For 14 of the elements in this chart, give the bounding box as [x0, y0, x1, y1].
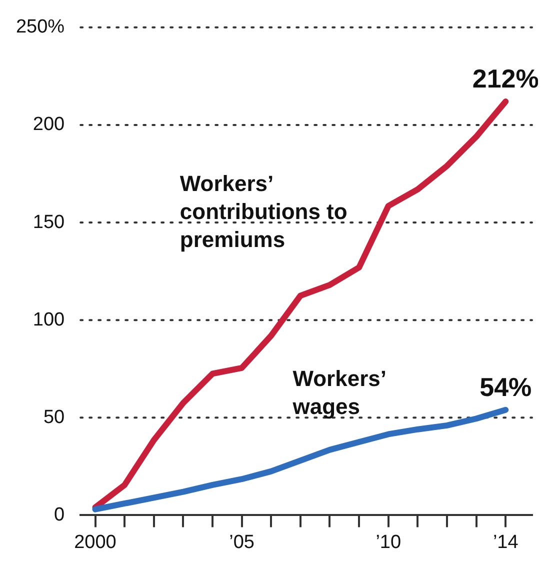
x-tick-label: ’05 [229, 532, 254, 553]
y-tick-label: 250% [16, 16, 65, 38]
x-tick-label: ’14 [492, 532, 519, 553]
y-tick-label: 200 [32, 114, 65, 136]
y-tick-label: 0 [54, 504, 65, 526]
annotation: 212% [472, 64, 539, 94]
x-tick-label: ’10 [376, 532, 402, 553]
y-tick-label: 100 [32, 309, 65, 330]
y-tick-label: 50 [43, 406, 65, 428]
annotation: 54% [480, 372, 532, 402]
series-label: Workers’ contributions to premiums [180, 170, 348, 252]
y-tick-label: 150 [32, 212, 65, 233]
x-tick-label: 2000 [74, 532, 116, 553]
series-label: Workers’ wages [292, 366, 387, 419]
